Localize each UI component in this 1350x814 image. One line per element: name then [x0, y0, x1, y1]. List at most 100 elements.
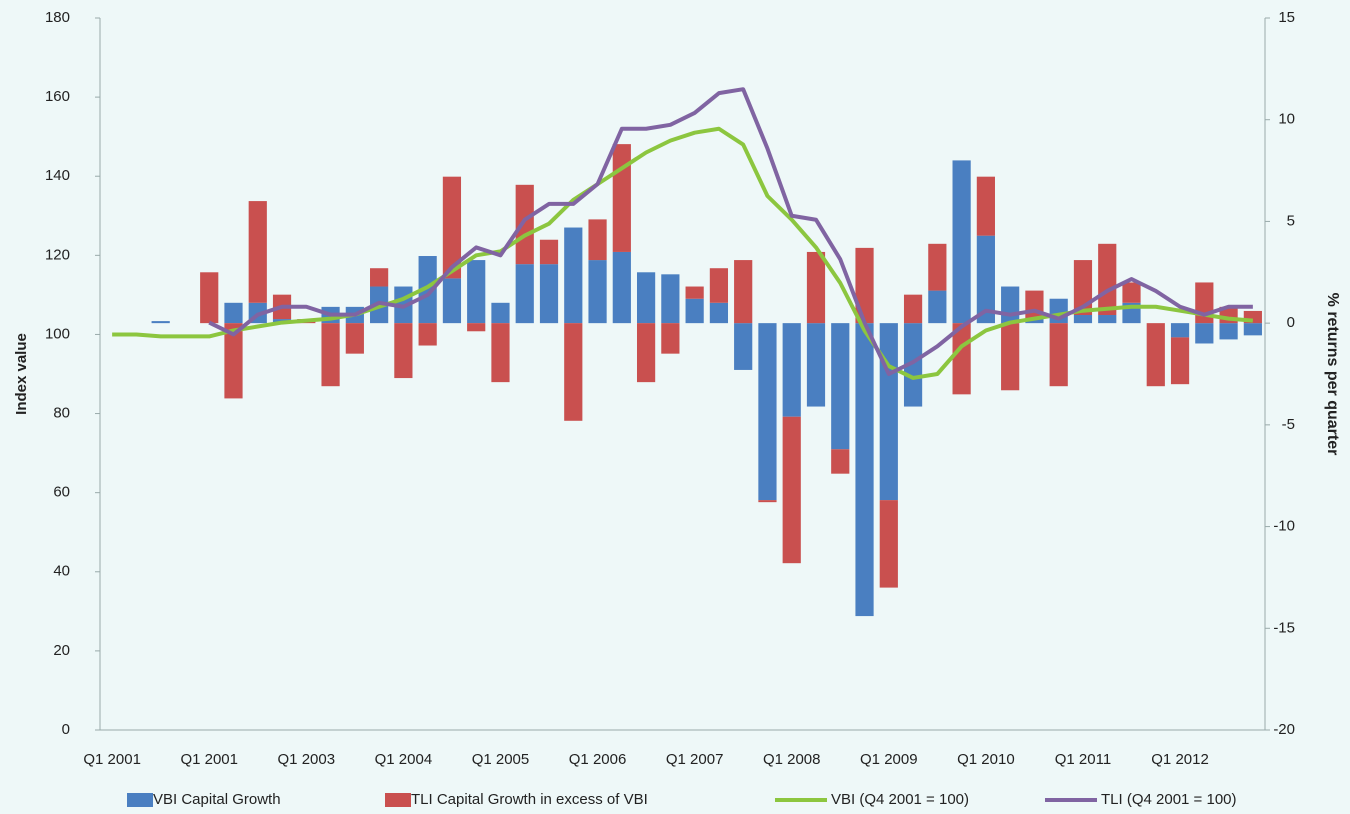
x-tick-label: Q1 2010	[957, 751, 1015, 768]
bar	[831, 323, 850, 450]
bar	[248, 201, 267, 303]
bar	[442, 176, 462, 279]
bar	[1243, 323, 1262, 336]
bar	[903, 294, 923, 324]
bar	[564, 227, 583, 324]
bar	[345, 323, 364, 354]
x-tick-label: Q1 2001	[180, 751, 238, 768]
bar	[1170, 337, 1190, 385]
y2-tick-label: -20	[1273, 721, 1295, 738]
y-tick-label: 60	[53, 484, 70, 501]
bar	[1122, 282, 1141, 303]
y-tick-label: 140	[45, 167, 70, 184]
bar	[370, 268, 389, 287]
bar	[734, 260, 753, 324]
x-tick-label: Q1 2005	[472, 751, 530, 768]
bar	[879, 323, 898, 501]
bar	[1049, 323, 1068, 387]
bar	[515, 184, 534, 265]
bar	[394, 323, 413, 379]
bar	[224, 323, 243, 399]
bar	[976, 235, 995, 324]
x-tick-label: Q1 2008	[763, 751, 821, 768]
bar	[467, 260, 486, 324]
bar	[515, 264, 534, 324]
bar	[467, 323, 486, 332]
y2-tick-label: -5	[1282, 416, 1295, 433]
bar	[1001, 323, 1020, 391]
bar	[782, 323, 801, 417]
x-tick-label: Q1 2009	[860, 751, 918, 768]
legend-swatch	[127, 793, 153, 807]
bar	[709, 302, 729, 324]
x-tick-label: Q1 2003	[278, 751, 336, 768]
bar	[418, 323, 437, 346]
bar	[539, 239, 559, 265]
bar	[636, 323, 656, 383]
bar	[855, 247, 874, 324]
y-tick-label: 160	[45, 88, 70, 105]
bar	[612, 251, 631, 324]
bar	[224, 302, 243, 324]
bar	[418, 256, 437, 324]
bar	[661, 323, 680, 354]
y-tick-label: 20	[53, 642, 70, 659]
bar	[1001, 286, 1020, 324]
bar	[1170, 323, 1190, 338]
y-tick-label: 40	[53, 563, 70, 580]
legend-label: TLI (Q4 2001 = 100)	[1101, 791, 1237, 808]
x-tick-label: Q1 2004	[375, 751, 433, 768]
y2-tick-label: 15	[1278, 9, 1295, 26]
bar	[806, 323, 826, 407]
y-tick-label: 0	[62, 721, 70, 738]
y2-tick-label: 5	[1287, 212, 1295, 229]
y-tick-label: 180	[45, 9, 70, 26]
bar	[758, 500, 777, 503]
bar	[1073, 260, 1093, 316]
bar	[1146, 323, 1165, 387]
bar	[685, 298, 704, 324]
y2-tick-label: 10	[1278, 111, 1295, 128]
bar	[321, 323, 340, 387]
bar	[806, 251, 826, 324]
bar	[1073, 315, 1093, 324]
bar	[952, 323, 971, 395]
bar	[491, 302, 510, 324]
bar	[685, 286, 704, 299]
x-tick-label: Q1 2001	[83, 751, 141, 768]
legend-swatch	[385, 793, 411, 807]
bar	[491, 323, 510, 383]
bar	[903, 323, 923, 407]
legend-label: VBI (Q4 2001 = 100)	[831, 791, 969, 808]
bar	[782, 416, 801, 564]
bar	[1098, 243, 1117, 316]
x-tick-label: Q1 2011	[1055, 751, 1111, 768]
bar	[1025, 319, 1044, 324]
bar	[636, 272, 656, 324]
bar	[151, 321, 170, 324]
legend-label: VBI Capital Growth	[153, 791, 281, 808]
x-tick-label: Q1 2007	[666, 751, 724, 768]
bar	[661, 274, 680, 324]
bar	[928, 290, 947, 324]
bar	[539, 264, 559, 324]
legend-label: TLI Capital Growth in excess of VBI	[411, 791, 648, 808]
y2-tick-label: -15	[1273, 619, 1295, 636]
bar	[200, 272, 219, 324]
bar	[588, 260, 607, 324]
y-tick-label: 100	[45, 325, 70, 342]
bar	[758, 323, 777, 501]
y-tick-label: 80	[53, 405, 70, 422]
line	[112, 126, 1254, 380]
y-axis-title: Index value	[13, 333, 30, 415]
bar	[734, 323, 753, 370]
bar	[1098, 315, 1117, 324]
y-tick-label: 120	[45, 246, 70, 263]
y2-tick-label: 0	[1287, 314, 1295, 331]
bar	[928, 243, 947, 291]
bar	[855, 323, 874, 617]
line	[208, 87, 1253, 376]
x-tick-label: Q1 2012	[1151, 751, 1209, 768]
